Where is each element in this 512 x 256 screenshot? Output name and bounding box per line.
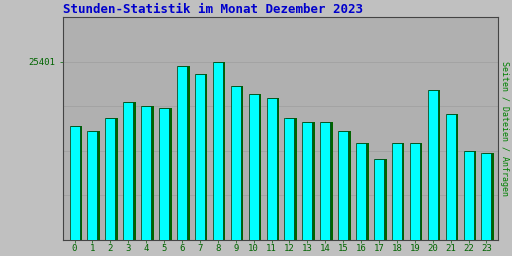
Bar: [106, 118, 118, 240]
Bar: [250, 94, 261, 240]
Bar: [482, 153, 494, 240]
Text: Stunden-Statistik im Monat Dezember 2023: Stunden-Statistik im Monat Dezember 2023: [63, 3, 363, 16]
Bar: [304, 122, 315, 240]
Bar: [159, 108, 169, 240]
Bar: [429, 90, 440, 240]
Bar: [411, 143, 422, 240]
Bar: [141, 106, 151, 240]
Bar: [392, 143, 402, 240]
Bar: [393, 143, 404, 240]
Bar: [375, 159, 387, 240]
Bar: [70, 126, 79, 240]
Bar: [71, 126, 82, 240]
Y-axis label: Seiten / Dateien / Anfragen: Seiten / Dateien / Anfragen: [500, 61, 509, 196]
Bar: [178, 66, 189, 240]
Bar: [177, 66, 187, 240]
Bar: [249, 94, 259, 240]
Bar: [124, 102, 136, 240]
Bar: [356, 143, 366, 240]
Bar: [338, 131, 348, 240]
Bar: [428, 90, 438, 240]
Bar: [464, 151, 476, 240]
Bar: [339, 131, 351, 240]
Bar: [374, 159, 384, 240]
Bar: [213, 61, 223, 240]
Bar: [321, 122, 330, 240]
Bar: [268, 98, 279, 240]
Bar: [231, 86, 241, 240]
Bar: [214, 61, 225, 240]
Bar: [196, 74, 207, 240]
Bar: [195, 74, 205, 240]
Bar: [160, 108, 172, 240]
Bar: [286, 118, 297, 240]
Bar: [88, 131, 97, 240]
Bar: [445, 114, 456, 240]
Bar: [357, 143, 369, 240]
Bar: [463, 151, 474, 240]
Bar: [232, 86, 243, 240]
Bar: [142, 106, 154, 240]
Bar: [105, 118, 115, 240]
Bar: [303, 122, 312, 240]
Bar: [446, 114, 458, 240]
Bar: [123, 102, 133, 240]
Bar: [410, 143, 420, 240]
Bar: [267, 98, 276, 240]
Bar: [481, 153, 492, 240]
Bar: [322, 122, 333, 240]
Bar: [285, 118, 294, 240]
Bar: [89, 131, 100, 240]
